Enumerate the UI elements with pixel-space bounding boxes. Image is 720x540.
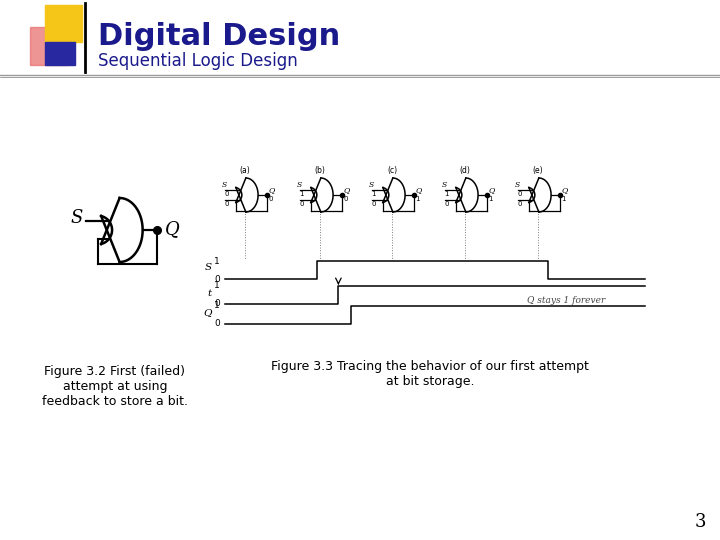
Text: 0: 0 <box>343 196 348 202</box>
Text: 0: 0 <box>215 320 220 328</box>
Text: 0: 0 <box>372 201 376 207</box>
Text: S: S <box>71 209 83 227</box>
Text: Q: Q <box>562 186 568 194</box>
Text: Q: Q <box>269 186 275 194</box>
Text: 1: 1 <box>215 281 220 291</box>
Text: Q: Q <box>415 186 422 194</box>
Text: Figure 3.2 First (failed)
attempt at using
feedback to store a bit.: Figure 3.2 First (failed) attempt at usi… <box>42 365 188 408</box>
Text: 1: 1 <box>489 196 493 202</box>
Bar <box>45 42 75 65</box>
Text: 0: 0 <box>300 201 304 207</box>
Bar <box>45 5 82 42</box>
Text: 0: 0 <box>215 300 220 308</box>
Text: S: S <box>297 181 302 189</box>
Text: S: S <box>369 181 374 189</box>
Text: (d): (d) <box>459 166 470 175</box>
Text: 1: 1 <box>372 191 376 197</box>
Text: Q: Q <box>204 308 212 318</box>
Text: 0: 0 <box>215 274 220 284</box>
Text: 0: 0 <box>445 201 449 207</box>
Text: S: S <box>515 181 521 189</box>
Text: 3: 3 <box>694 513 706 531</box>
Text: (c): (c) <box>387 166 397 175</box>
Text: (b): (b) <box>315 166 325 175</box>
Text: 0: 0 <box>225 191 229 197</box>
Text: 1: 1 <box>415 196 420 202</box>
Text: Sequential Logic Design: Sequential Logic Design <box>98 52 298 70</box>
Text: Digital Design: Digital Design <box>98 22 341 51</box>
Text: 1: 1 <box>445 191 449 197</box>
Bar <box>30 27 68 65</box>
Text: 0: 0 <box>269 196 273 202</box>
Text: (e): (e) <box>533 166 544 175</box>
Text: 1: 1 <box>562 196 566 202</box>
Text: 1: 1 <box>300 191 304 197</box>
Text: Figure 3.3 Tracing the behavior of our first attempt
at bit storage.: Figure 3.3 Tracing the behavior of our f… <box>271 360 589 388</box>
Text: Q stays 1 forever: Q stays 1 forever <box>527 296 606 305</box>
Text: Q: Q <box>343 186 350 194</box>
Text: S: S <box>222 181 228 189</box>
Text: t: t <box>208 288 212 298</box>
Text: Q: Q <box>489 186 495 194</box>
Text: 0: 0 <box>518 201 522 207</box>
Text: 0: 0 <box>518 191 522 197</box>
Text: 1: 1 <box>215 301 220 310</box>
Text: 1: 1 <box>215 256 220 266</box>
Text: (a): (a) <box>240 166 251 175</box>
Text: Q: Q <box>165 220 180 238</box>
Text: 0: 0 <box>225 201 229 207</box>
Text: S: S <box>442 181 447 189</box>
Text: S: S <box>205 264 212 273</box>
